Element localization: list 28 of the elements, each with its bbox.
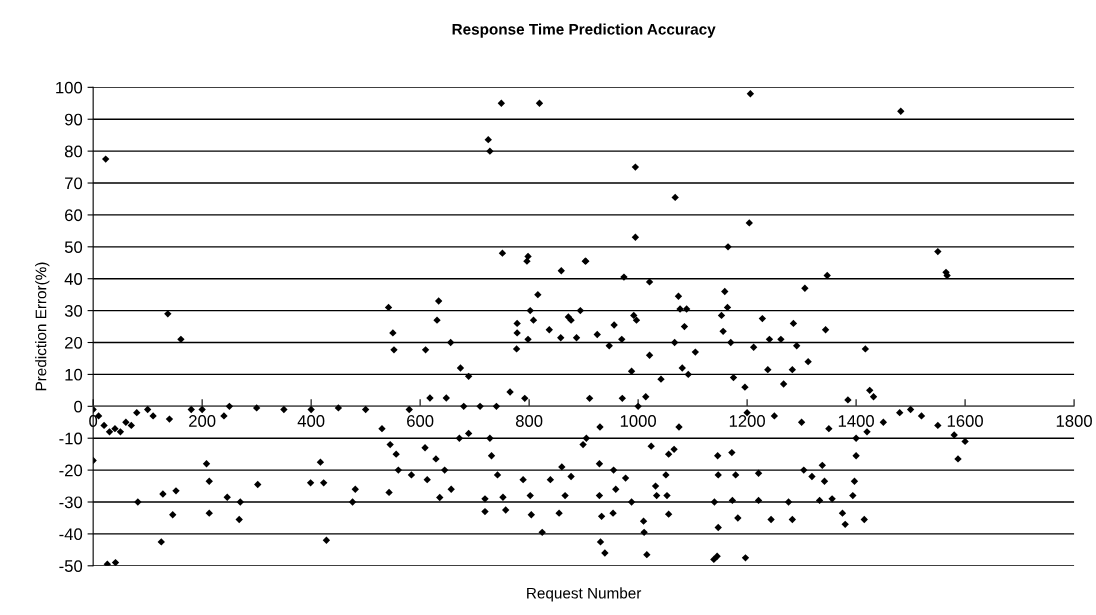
y-tick-label: 0 <box>74 400 83 413</box>
y-tick-label: 90 <box>64 113 83 126</box>
y-tick-label: 30 <box>64 305 83 317</box>
y-tick-label: 40 <box>64 273 83 285</box>
y-tick-label: -50 <box>59 560 83 572</box>
x-tick-label: 800 <box>515 415 543 427</box>
x-tick-label: 200 <box>189 415 216 427</box>
y-tick-label: 10 <box>65 368 83 381</box>
y-tick-label: 80 <box>64 145 83 158</box>
y-tick-label: 20 <box>65 336 83 349</box>
x-axis-title: Request Number <box>527 587 642 602</box>
y-tick-label: 70 <box>65 177 83 190</box>
y-tick-label: -40 <box>59 528 83 541</box>
y-tick-label: -20 <box>59 464 83 477</box>
x-tick-label: 1000 <box>620 415 656 427</box>
y-tick-label: 100 <box>56 81 83 94</box>
x-tick-label: 1800 <box>1056 415 1092 427</box>
y-axis-title: Prediction Error(%) <box>35 262 50 391</box>
y-tick-label: 50 <box>64 241 83 254</box>
x-tick-label: 600 <box>407 415 434 427</box>
x-tick-label: 1600 <box>947 415 983 427</box>
chart-title: Response Time Prediction Accuracy <box>452 23 716 38</box>
x-tick-label: 400 <box>297 415 325 427</box>
x-tick-label: 1200 <box>729 415 765 427</box>
y-tick-label: -10 <box>59 432 83 445</box>
y-tick-label: -30 <box>59 496 83 509</box>
x-tick-label: 1400 <box>838 415 874 427</box>
y-tick-label: 60 <box>65 209 83 222</box>
